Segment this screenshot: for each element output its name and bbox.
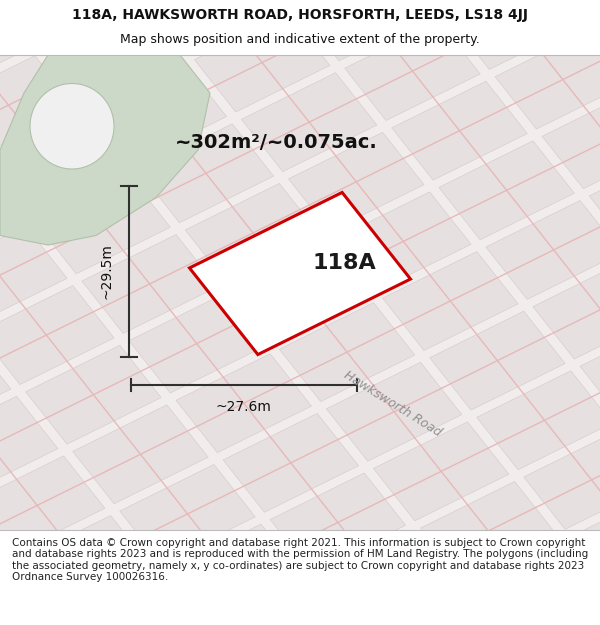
Polygon shape xyxy=(345,22,480,121)
Polygon shape xyxy=(317,532,452,625)
Polygon shape xyxy=(486,201,600,299)
Polygon shape xyxy=(0,55,210,245)
Polygon shape xyxy=(251,0,386,1)
Polygon shape xyxy=(223,413,359,512)
Polygon shape xyxy=(73,405,208,504)
Polygon shape xyxy=(0,0,133,44)
Polygon shape xyxy=(270,473,406,572)
Polygon shape xyxy=(589,149,600,248)
Polygon shape xyxy=(298,0,433,61)
Polygon shape xyxy=(0,56,76,154)
Polygon shape xyxy=(401,0,536,10)
Polygon shape xyxy=(167,524,302,623)
Polygon shape xyxy=(421,481,556,581)
Polygon shape xyxy=(571,490,600,589)
Text: ~27.6m: ~27.6m xyxy=(216,400,272,414)
Polygon shape xyxy=(598,0,600,78)
Polygon shape xyxy=(515,601,600,625)
Polygon shape xyxy=(551,0,600,18)
Polygon shape xyxy=(383,251,518,351)
Polygon shape xyxy=(138,124,274,222)
Text: Contains OS data © Crown copyright and database right 2021. This information is : Contains OS data © Crown copyright and d… xyxy=(12,538,588,582)
Polygon shape xyxy=(0,507,2,606)
Polygon shape xyxy=(17,516,152,614)
Text: Hawksworth Road: Hawksworth Road xyxy=(342,369,444,439)
Polygon shape xyxy=(467,541,600,625)
Polygon shape xyxy=(364,592,500,625)
Polygon shape xyxy=(214,584,349,625)
Ellipse shape xyxy=(30,84,114,169)
Polygon shape xyxy=(373,422,509,521)
Polygon shape xyxy=(44,4,179,104)
Polygon shape xyxy=(91,64,227,163)
Polygon shape xyxy=(448,0,583,69)
Polygon shape xyxy=(0,115,123,214)
Polygon shape xyxy=(0,456,105,555)
Polygon shape xyxy=(0,226,67,325)
Polygon shape xyxy=(289,132,424,231)
Text: Map shows position and indicative extent of the property.: Map shows position and indicative extent… xyxy=(120,33,480,46)
Text: ~302m²/~0.075ac.: ~302m²/~0.075ac. xyxy=(175,133,377,152)
Polygon shape xyxy=(524,431,600,529)
Text: ~29.5m: ~29.5m xyxy=(99,243,113,299)
Polygon shape xyxy=(35,175,170,274)
Polygon shape xyxy=(542,90,600,189)
Polygon shape xyxy=(190,192,410,354)
Polygon shape xyxy=(26,345,161,444)
Polygon shape xyxy=(64,575,199,625)
Polygon shape xyxy=(176,354,311,452)
Polygon shape xyxy=(82,234,217,334)
Polygon shape xyxy=(495,30,600,129)
Polygon shape xyxy=(232,243,368,342)
Polygon shape xyxy=(439,141,574,240)
Polygon shape xyxy=(0,567,49,625)
Polygon shape xyxy=(120,464,255,563)
Polygon shape xyxy=(148,0,283,52)
Text: 118A, HAWKSWORTH ROAD, HORSFORTH, LEEDS, LS18 4JJ: 118A, HAWKSWORTH ROAD, HORSFORTH, LEEDS,… xyxy=(72,8,528,22)
Polygon shape xyxy=(0,0,29,95)
Polygon shape xyxy=(580,320,600,419)
Polygon shape xyxy=(0,286,114,384)
Polygon shape xyxy=(533,260,600,359)
Polygon shape xyxy=(129,294,265,393)
Text: 118A: 118A xyxy=(313,253,376,273)
Polygon shape xyxy=(477,371,600,470)
Polygon shape xyxy=(335,192,471,291)
Polygon shape xyxy=(392,81,527,180)
Polygon shape xyxy=(241,72,377,172)
Polygon shape xyxy=(185,183,320,282)
Polygon shape xyxy=(194,13,330,112)
Polygon shape xyxy=(280,302,415,402)
Polygon shape xyxy=(326,362,462,461)
Polygon shape xyxy=(0,396,58,495)
Polygon shape xyxy=(430,311,565,410)
Polygon shape xyxy=(0,337,11,436)
Polygon shape xyxy=(0,166,20,265)
